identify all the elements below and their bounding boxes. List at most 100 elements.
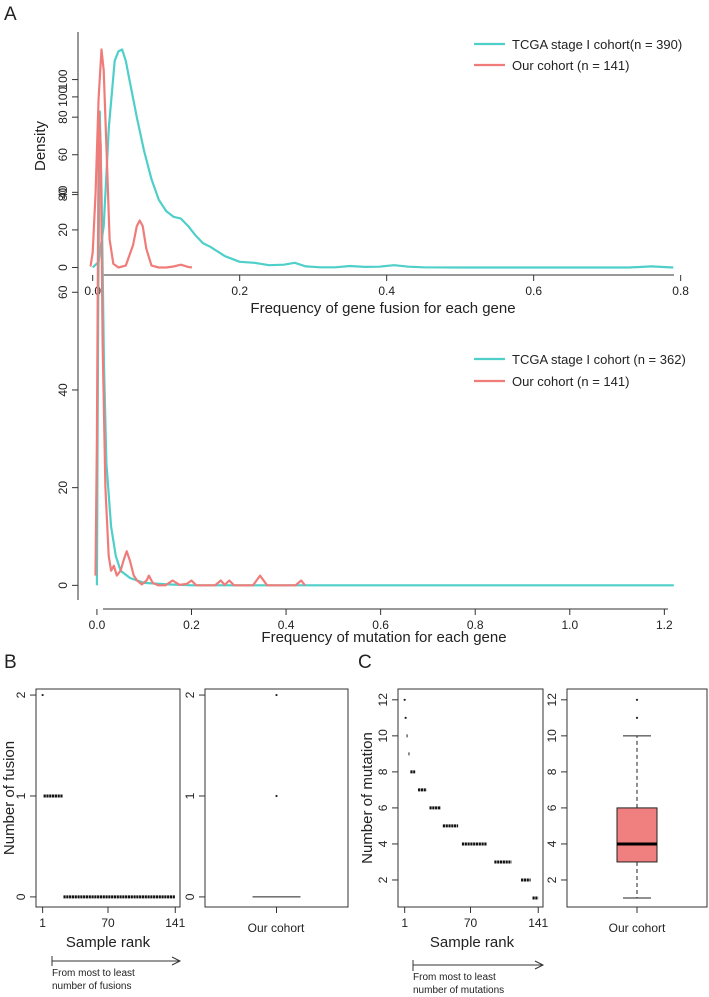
legend-label-tcga: TCGA stage I cohort (n = 362) (512, 352, 686, 367)
y-tick-label: 2 (14, 691, 28, 698)
axis-ticks: 1 70 141 0 1 2 (14, 691, 186, 930)
y-tick-label: 20 (56, 223, 70, 237)
arrow-note-line-1: From most to least (413, 972, 496, 983)
arrow-note-line-1: From most to least (52, 968, 135, 979)
rank-points (403, 698, 539, 900)
x-tick-label: 0.6 (372, 618, 389, 632)
density-line-tcga (91, 48, 674, 269)
x-axis-title: Sample rank (430, 934, 515, 951)
density-line-ours (94, 110, 306, 587)
boxplot-marks (252, 693, 301, 898)
y-tick-label: 12 (376, 693, 390, 707)
y-tick-label: 4 (376, 840, 390, 847)
fusion-boxplot-chart: 0 1 2 Our cohort (183, 688, 349, 935)
y-tick-label: 4 (545, 840, 559, 847)
mutation-rank-chart: 1 70 141 2 4 6 8 10 12 Sample rank Number of mut… (359, 688, 549, 996)
plot-frame (397, 688, 544, 908)
y-tick-label: 2 (376, 876, 390, 883)
legend-label-tcga: TCGA stage I cohort(n = 390) (512, 37, 682, 52)
axis-ticks: 1 70 141 2 4 6 8 10 12 (376, 693, 549, 930)
rank-point (403, 698, 406, 701)
x-tick-label: 0.8 (672, 284, 689, 298)
outlier-point (635, 716, 639, 719)
x-tick-label: Our cohort (248, 921, 305, 935)
mutation-density-chart: 0.0 0.2 0.4 0.6 0.8 1.0 1.2 0 20 40 60 80 100 Freque… (56, 87, 686, 646)
boxplot-marks (616, 698, 658, 899)
axis-ticks: 0.0 0.2 0.4 0.6 0.8 1.0 1.2 0 20 40 60 80 100 (56, 87, 673, 632)
x-tick-label: 141 (528, 916, 548, 930)
density-line-ours (89, 48, 193, 269)
rank-point (404, 716, 407, 719)
density-curves (94, 110, 674, 587)
y-tick-label: 100 (56, 69, 70, 89)
x-tick-label: 70 (464, 916, 478, 930)
arrow-head-icon (171, 956, 182, 966)
y-tick-label: 40 (56, 383, 70, 397)
fusion-rank-chart: 1 70 141 0 1 2 Sample rank Number of fusion F… (1, 688, 186, 992)
x-tick-label: 0.2 (231, 284, 248, 298)
x-tick-label: 0.2 (183, 618, 200, 632)
plot-frame (35, 688, 181, 908)
y-tick-label: 80 (56, 188, 70, 202)
y-axis-title: Number of mutation (359, 732, 376, 864)
y-tick-label: 12 (545, 693, 559, 707)
y-tick-label: 10 (545, 729, 559, 743)
y-tick-label: 1 (183, 792, 197, 799)
x-tick-label: 1 (401, 916, 408, 930)
legend-label-ours: Our cohort (n = 141) (512, 58, 629, 73)
x-axis-title: Frequency of mutation for each gene (261, 629, 506, 646)
y-tick-label: 6 (545, 804, 559, 811)
x-tick-label: 70 (101, 916, 115, 930)
arrow-note-line-2: number of mutations (413, 985, 504, 996)
outlier-point (275, 794, 278, 798)
x-tick-label: 0.0 (89, 618, 106, 632)
y-tick-label: 0 (56, 264, 70, 271)
panel-label-a: A (4, 4, 17, 25)
x-tick-label: 141 (165, 916, 185, 930)
ranking-arrow (51, 956, 182, 966)
plot-frame (204, 688, 349, 908)
legend: TCGA stage I cohort (n = 362) Our cohort… (474, 352, 686, 389)
density-curves (89, 48, 674, 269)
axis-ticks: 2 4 6 8 10 12 (545, 693, 638, 913)
x-tick-label: 1.0 (561, 618, 578, 632)
box-iqr (616, 807, 658, 863)
panel-label-c: C (358, 652, 372, 673)
y-tick-label: 60 (56, 148, 70, 162)
panel-label-b: B (4, 652, 17, 673)
x-tick-label: 0.6 (525, 284, 542, 298)
y-tick-label: 8 (376, 768, 390, 775)
y-tick-label: 60 (56, 285, 70, 299)
y-tick-label: 2 (545, 876, 559, 883)
y-tick-label: 0 (56, 582, 70, 589)
y-tick-label: 2 (183, 691, 197, 698)
x-tick-label: 1 (39, 916, 46, 930)
y-tick-label: 1 (14, 792, 28, 799)
y-tick-label: 0 (14, 893, 28, 900)
rank-points (41, 693, 176, 899)
arrow-note-line-2: number of fusions (52, 981, 132, 992)
y-tick-label: 8 (545, 768, 559, 775)
x-tick-label: Our cohort (609, 921, 666, 935)
y-tick-label: 80 (56, 110, 70, 124)
arrow-head-icon (534, 960, 545, 970)
legend-label-ours: Our cohort (n = 141) (512, 374, 629, 389)
y-tick-label: 0 (183, 893, 197, 900)
x-axis-title: Sample rank (66, 934, 151, 951)
ranking-arrow (412, 960, 545, 971)
legend: TCGA stage I cohort(n = 390) Our cohort … (474, 37, 682, 73)
x-tick-label: 0.8 (467, 618, 484, 632)
rank-point (41, 693, 44, 697)
x-tick-label: 1.2 (656, 618, 673, 632)
y-tick-label: 40 (56, 185, 70, 199)
outlier-point (635, 698, 639, 701)
y-axis-title: Number of fusion (1, 741, 18, 855)
outlier-point (275, 693, 278, 697)
x-tick-label: 0.4 (378, 284, 395, 298)
y-tick-label: 20 (56, 481, 70, 495)
x-tick-label: 0.4 (278, 618, 295, 632)
density-line-tcga (95, 110, 674, 587)
